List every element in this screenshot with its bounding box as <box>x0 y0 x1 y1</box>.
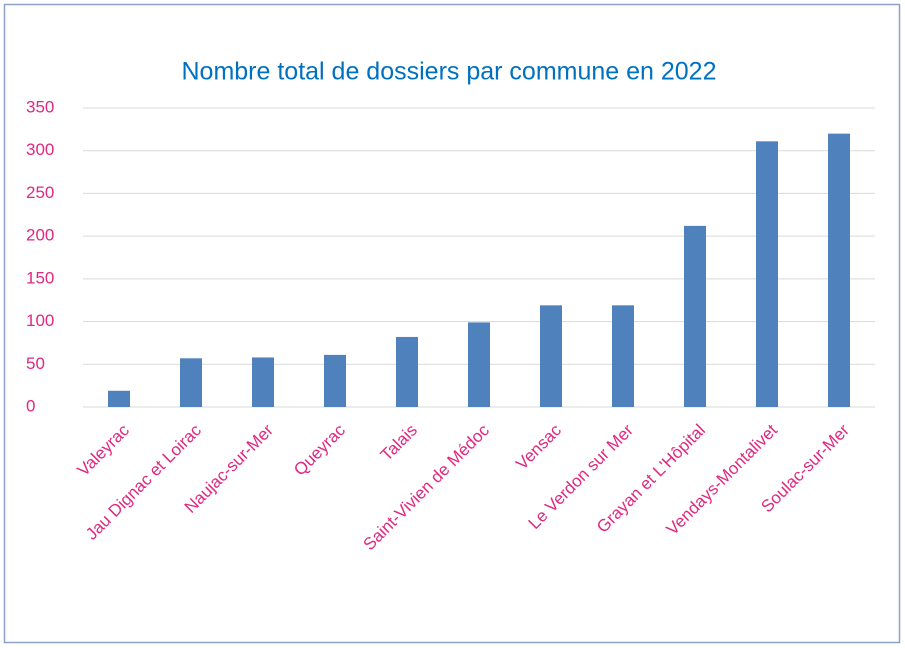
chart-title: Nombre total de dossiers par commune en … <box>181 58 716 86</box>
bar <box>396 336 418 407</box>
bar <box>612 305 634 407</box>
y-tick-label: 150 <box>26 268 54 287</box>
y-tick-label: 50 <box>26 354 45 373</box>
bar <box>252 357 274 407</box>
y-tick-label: 300 <box>26 140 54 159</box>
bar <box>180 358 202 407</box>
bar <box>108 390 130 407</box>
y-tick-label: 0 <box>26 396 35 415</box>
y-tick-label: 350 <box>26 97 54 116</box>
bar <box>756 141 778 407</box>
bar <box>468 322 490 407</box>
y-tick-label: 200 <box>26 226 54 245</box>
y-tick-label: 250 <box>26 183 54 202</box>
bar <box>684 225 706 407</box>
bar <box>828 133 850 407</box>
y-tick-label: 100 <box>26 311 54 330</box>
bar <box>324 354 346 407</box>
bar <box>540 305 562 407</box>
chart-frame <box>3 3 901 644</box>
